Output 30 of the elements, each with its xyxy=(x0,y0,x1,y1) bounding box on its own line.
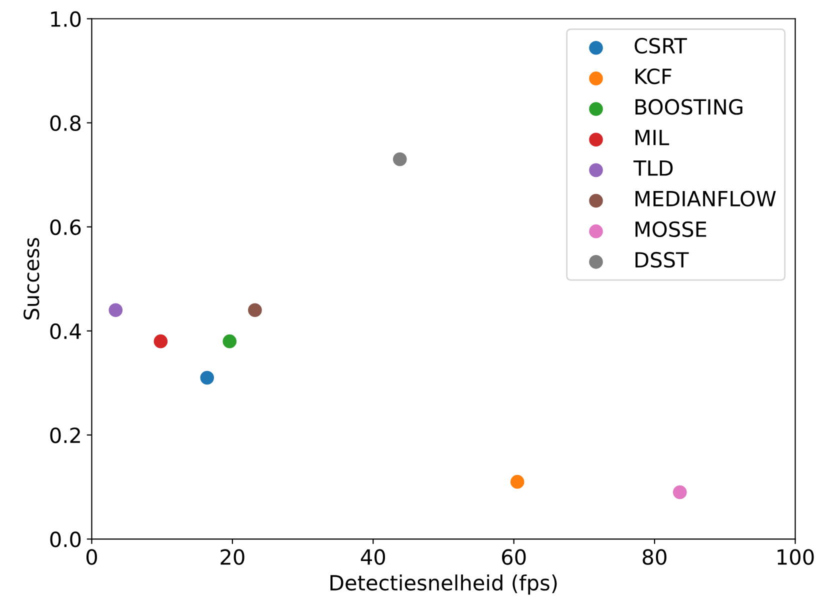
x-tick-label: 80 xyxy=(642,549,666,565)
legend-label: KCF xyxy=(636,68,672,84)
x-tick-label: 20 xyxy=(220,549,244,565)
point xyxy=(672,485,687,500)
x-axis-title: Detectiesnelheid (fps) xyxy=(330,574,557,595)
y-axis-title: Success xyxy=(24,238,40,320)
legend-label: MOSSE xyxy=(636,221,706,238)
point xyxy=(154,334,168,348)
legend-label: BOOSTING xyxy=(636,99,742,115)
legend-label: MEDIANFLOW xyxy=(636,190,776,207)
legend-label: TLD xyxy=(633,160,673,176)
x-tick-label: 40 xyxy=(360,549,386,565)
y-tick-label: 1.0 xyxy=(51,11,81,27)
x-tick-label: 100 xyxy=(778,549,814,565)
point xyxy=(108,303,123,318)
x-tick-label: 60 xyxy=(502,549,526,565)
legend-label: MIL xyxy=(636,130,670,146)
legend-label: DSST xyxy=(636,252,689,268)
point xyxy=(510,474,524,489)
y-tick-label: 0.4 xyxy=(50,323,81,340)
x-tick-label: 0 xyxy=(86,549,97,565)
point xyxy=(222,334,237,348)
y-tick-label: 0.2 xyxy=(50,427,80,444)
y-tick-label: 0.0 xyxy=(50,532,81,548)
point xyxy=(392,152,407,166)
point xyxy=(200,370,214,385)
y-tick-label: 0.8 xyxy=(50,115,81,132)
y-tick-label: 0.6 xyxy=(50,219,81,236)
legend-label: CSRT xyxy=(634,38,688,54)
point xyxy=(248,303,262,318)
